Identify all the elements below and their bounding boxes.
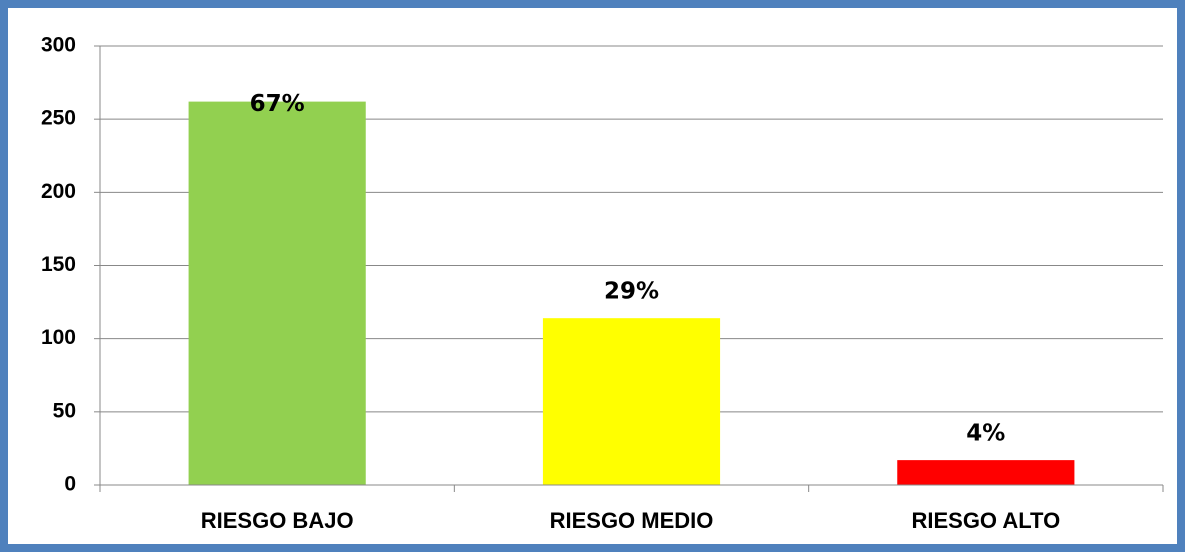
data-label: 67% bbox=[250, 91, 305, 117]
x-tick-label: RIESGO BAJO bbox=[201, 508, 354, 533]
bar bbox=[188, 101, 366, 486]
y-tick-label: 300 bbox=[41, 34, 76, 57]
data-label: 4% bbox=[966, 421, 1005, 447]
y-tick-label: 0 bbox=[64, 473, 76, 496]
y-tick-label: 250 bbox=[41, 107, 76, 130]
data-label: 29% bbox=[604, 279, 659, 305]
x-tick-label: RIESGO MEDIO bbox=[550, 508, 714, 533]
y-tick-label: 150 bbox=[41, 253, 76, 276]
y-tick-label: 100 bbox=[41, 326, 76, 349]
bar bbox=[897, 460, 1075, 485]
x-tick-label: RIESGO ALTO bbox=[911, 508, 1060, 533]
y-tick-label: 50 bbox=[53, 399, 76, 422]
y-tick-label: 200 bbox=[41, 180, 76, 203]
bar bbox=[542, 318, 721, 485]
